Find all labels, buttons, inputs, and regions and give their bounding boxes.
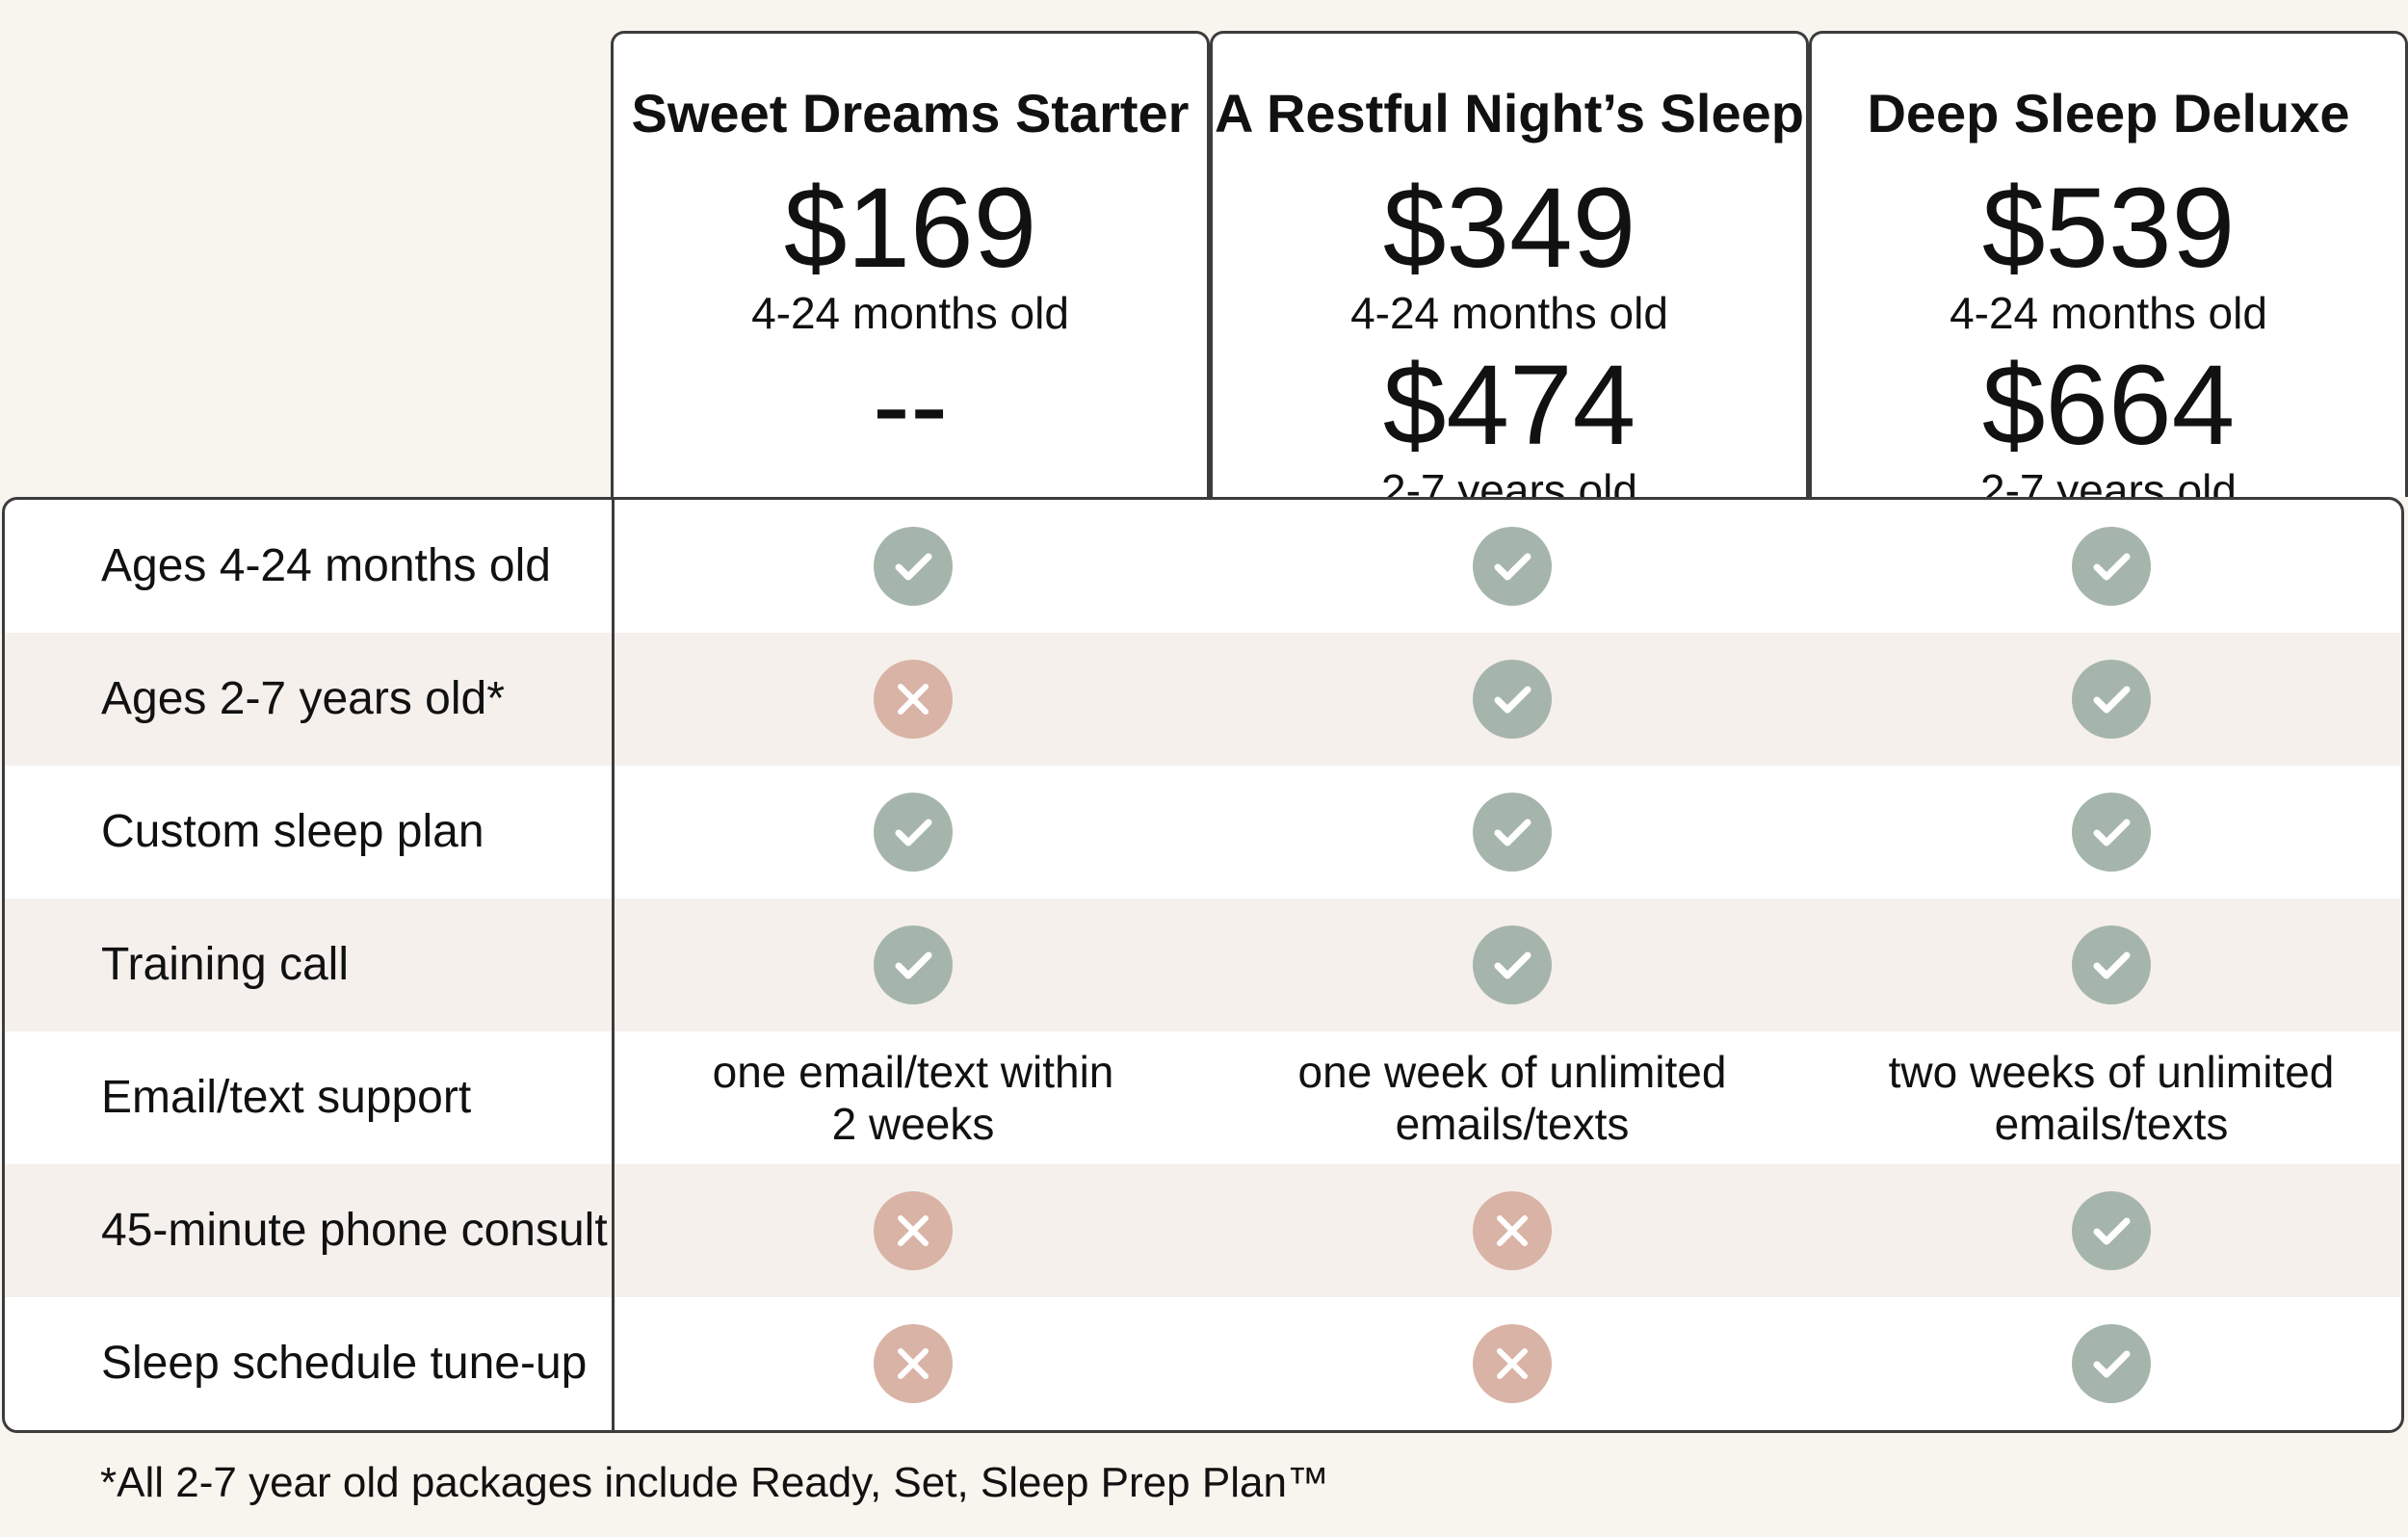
feature-table: Sleep schedule tune-up 45-minute phone co… <box>2 497 2404 1433</box>
feature-label: Email/text support <box>101 1072 472 1123</box>
table-row: Email/text support one email/text within 2… <box>5 1031 2401 1164</box>
plan-card-sweet-dreams-starter: Sweet Dreams Starter $169 4-24 months ol… <box>611 31 1210 497</box>
check-icon <box>2072 660 2151 739</box>
feature-cell <box>614 766 1213 899</box>
check-icon <box>874 793 953 872</box>
plan-price-infant: $539 <box>1981 165 2236 292</box>
plan-age-infant: 4-24 months old <box>751 288 1069 338</box>
check-icon <box>1473 527 1552 606</box>
check-icon <box>1473 925 1552 1004</box>
feature-value-line: one email/text within <box>712 1047 1114 1097</box>
table-row: Sleep schedule tune-up <box>5 1297 2401 1430</box>
feature-value-line: emails/texts <box>1395 1099 1630 1149</box>
feature-value-line: 2 weeks <box>831 1099 995 1149</box>
plan-card-deep-sleep-deluxe: Deep Sleep Deluxe $539 4-24 months old $… <box>1809 31 2408 515</box>
feature-value-line: one week of unlimited <box>1297 1047 1727 1097</box>
feature-cell <box>1812 1164 2401 1297</box>
feature-cell <box>614 899 1213 1031</box>
feature-cell <box>1213 500 1812 633</box>
plan-name: A Restful Night’s Sleep <box>1215 83 1804 143</box>
feature-value-line: emails/texts <box>1994 1099 2229 1149</box>
feature-cell <box>1812 500 2401 633</box>
feature-label: Ages 4-24 months old <box>101 540 551 591</box>
table-row: Training call <box>5 899 2401 1031</box>
feature-cell <box>614 1164 1213 1297</box>
feature-cell <box>614 500 1213 633</box>
check-icon <box>1473 793 1552 872</box>
cross-icon <box>874 1324 953 1403</box>
cross-icon <box>1473 1191 1552 1270</box>
check-icon <box>2072 1324 2151 1403</box>
feature-cell: one week of unlimited emails/texts <box>1213 1031 1812 1164</box>
check-icon <box>2072 925 2151 1004</box>
plan-age-infant: 4-24 months old <box>1350 288 1668 338</box>
check-icon <box>874 527 953 606</box>
feature-label: Custom sleep plan <box>101 806 484 857</box>
plan-name: Sweet Dreams Starter <box>631 83 1190 143</box>
feature-value: two weeks of unlimited emails/texts <box>1842 1046 2381 1150</box>
check-icon <box>2072 527 2151 606</box>
cross-icon <box>874 1191 953 1270</box>
feature-cell <box>1213 633 1812 766</box>
feature-label: 45-minute phone consult <box>101 1205 608 1256</box>
feature-label: Training call <box>101 939 349 990</box>
check-icon <box>1473 660 1552 739</box>
plan-price-infant: $169 <box>783 165 1037 292</box>
column-divider <box>612 500 615 1430</box>
feature-cell: one email/text within 2 weeks <box>614 1031 1213 1164</box>
plan-price-child: -- <box>872 342 949 469</box>
table-row: Custom sleep plan <box>5 766 2401 899</box>
cross-icon <box>1473 1324 1552 1403</box>
feature-cell <box>1213 899 1812 1031</box>
feature-cell <box>1812 899 2401 1031</box>
plan-name: Deep Sleep Deluxe <box>1867 83 2350 143</box>
cross-icon <box>874 660 953 739</box>
plan-price-infant: $349 <box>1382 165 1636 292</box>
plan-price-child: $664 <box>1981 342 2236 469</box>
footnote: *All 2-7 year old packages include Ready… <box>100 1459 1329 1506</box>
table-row: Ages 4-24 months old <box>5 500 2401 633</box>
plan-price-child: $474 <box>1382 342 1636 469</box>
check-icon <box>2072 793 2151 872</box>
plan-card-restful-nights-sleep: A Restful Night’s Sleep $349 4-24 months… <box>1210 31 1809 515</box>
feature-cell <box>1213 766 1812 899</box>
check-icon <box>2072 1191 2151 1270</box>
plan-age-infant: 4-24 months old <box>1950 288 2267 338</box>
check-icon <box>874 925 953 1004</box>
feature-value: one week of unlimited emails/texts <box>1243 1046 1782 1150</box>
feature-value: one email/text within 2 weeks <box>643 1046 1183 1150</box>
feature-label: Sleep schedule tune-up <box>101 1338 588 1389</box>
feature-cell <box>1812 766 2401 899</box>
feature-cell <box>614 1297 1213 1430</box>
feature-value-line: two weeks of unlimited <box>1888 1047 2335 1097</box>
feature-cell <box>614 633 1213 766</box>
feature-cell: two weeks of unlimited emails/texts <box>1812 1031 2401 1164</box>
feature-cell <box>1812 1297 2401 1430</box>
table-row: 45-minute phone consult <box>5 1164 2401 1297</box>
feature-label: Ages 2-7 years old* <box>101 673 505 724</box>
feature-cell <box>1213 1297 1812 1430</box>
feature-cell <box>1213 1164 1812 1297</box>
feature-cell <box>1812 633 2401 766</box>
table-row: Ages 2-7 years old* <box>5 633 2401 766</box>
